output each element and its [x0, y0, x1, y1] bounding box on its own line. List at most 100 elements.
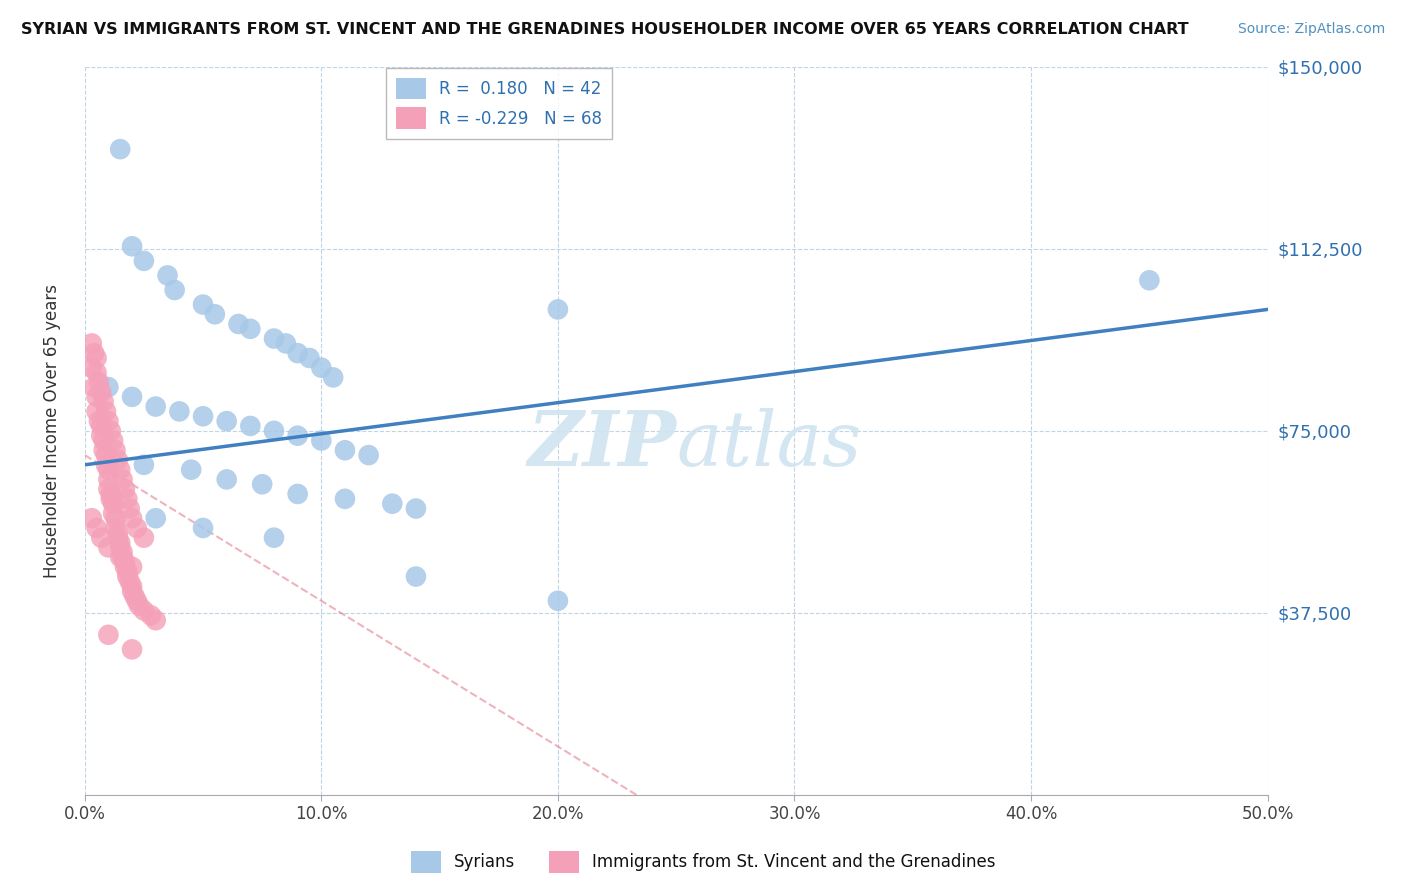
Point: [239, 419, 262, 434]
Point: [121, 579, 143, 593]
Point: [94, 458, 117, 472]
Point: [121, 584, 143, 599]
Point: [121, 559, 143, 574]
Point: [93, 394, 115, 409]
Point: [90, 384, 112, 399]
Point: [322, 370, 344, 384]
Point: [1137, 273, 1160, 287]
Point: [263, 531, 285, 545]
Point: [104, 443, 127, 458]
Point: [132, 253, 155, 268]
Point: [287, 487, 309, 501]
Point: [83, 380, 105, 394]
Point: [547, 594, 569, 608]
Point: [86, 521, 108, 535]
Point: [93, 434, 115, 448]
Point: [101, 434, 124, 448]
Point: [97, 414, 120, 428]
Point: [86, 404, 108, 418]
Point: [121, 390, 143, 404]
Point: [114, 559, 136, 574]
Point: [111, 545, 134, 559]
Point: [87, 414, 110, 428]
Point: [311, 434, 333, 448]
Point: [110, 463, 132, 477]
Point: [311, 360, 333, 375]
Point: [357, 448, 380, 462]
Point: [128, 599, 150, 613]
Point: [90, 428, 112, 442]
Point: [110, 142, 132, 156]
Point: [298, 351, 321, 365]
Point: [139, 608, 162, 623]
Legend: Syrians, Immigrants from St. Vincent and the Grenadines: Syrians, Immigrants from St. Vincent and…: [404, 845, 1002, 880]
Y-axis label: Householder Income Over 65 years: Householder Income Over 65 years: [44, 284, 60, 578]
Point: [191, 521, 214, 535]
Point: [180, 463, 202, 477]
Point: [250, 477, 273, 491]
Point: [287, 346, 309, 360]
Point: [93, 443, 115, 458]
Point: [145, 511, 167, 525]
Point: [124, 589, 146, 603]
Point: [287, 428, 309, 442]
Point: [132, 458, 155, 472]
Point: [121, 511, 143, 525]
Point: [547, 302, 569, 317]
Point: [169, 404, 191, 418]
Point: [215, 472, 238, 486]
Text: SYRIAN VS IMMIGRANTS FROM ST. VINCENT AND THE GRENADINES HOUSEHOLDER INCOME OVER: SYRIAN VS IMMIGRANTS FROM ST. VINCENT AN…: [21, 22, 1188, 37]
Point: [274, 336, 297, 351]
Point: [90, 531, 112, 545]
Point: [110, 541, 132, 555]
Point: [132, 603, 155, 617]
Point: [204, 307, 226, 321]
Point: [333, 443, 356, 458]
Point: [114, 555, 136, 569]
Point: [381, 497, 404, 511]
Point: [104, 511, 127, 525]
Point: [121, 239, 143, 253]
Point: [333, 491, 356, 506]
Point: [97, 380, 120, 394]
Point: [118, 574, 141, 589]
Point: [101, 507, 124, 521]
Point: [97, 463, 120, 477]
Text: ZIP: ZIP: [527, 409, 676, 483]
Point: [97, 482, 120, 496]
Point: [104, 521, 127, 535]
Point: [107, 531, 129, 545]
Point: [405, 569, 427, 583]
Point: [132, 531, 155, 545]
Point: [97, 628, 120, 642]
Point: [94, 404, 117, 418]
Point: [111, 550, 134, 565]
Point: [110, 535, 132, 549]
Point: [100, 424, 122, 438]
Point: [145, 400, 167, 414]
Point: [215, 414, 238, 428]
Point: [80, 336, 103, 351]
Point: [86, 351, 108, 365]
Point: [191, 297, 214, 311]
Point: [118, 501, 141, 516]
Point: [87, 376, 110, 390]
Point: [191, 409, 214, 424]
Point: [121, 642, 143, 657]
Point: [125, 521, 148, 535]
Point: [263, 332, 285, 346]
Point: [90, 419, 112, 434]
Point: [117, 569, 139, 583]
Point: [156, 268, 179, 283]
Point: [405, 501, 427, 516]
Point: [100, 487, 122, 501]
Point: [94, 448, 117, 462]
Point: [125, 594, 148, 608]
Point: [86, 390, 108, 404]
Point: [86, 366, 108, 380]
Point: [107, 453, 129, 467]
Legend: R =  0.180   N = 42, R = -0.229   N = 68: R = 0.180 N = 42, R = -0.229 N = 68: [385, 68, 612, 139]
Point: [263, 424, 285, 438]
Text: atlas: atlas: [676, 409, 862, 483]
Point: [110, 550, 132, 565]
